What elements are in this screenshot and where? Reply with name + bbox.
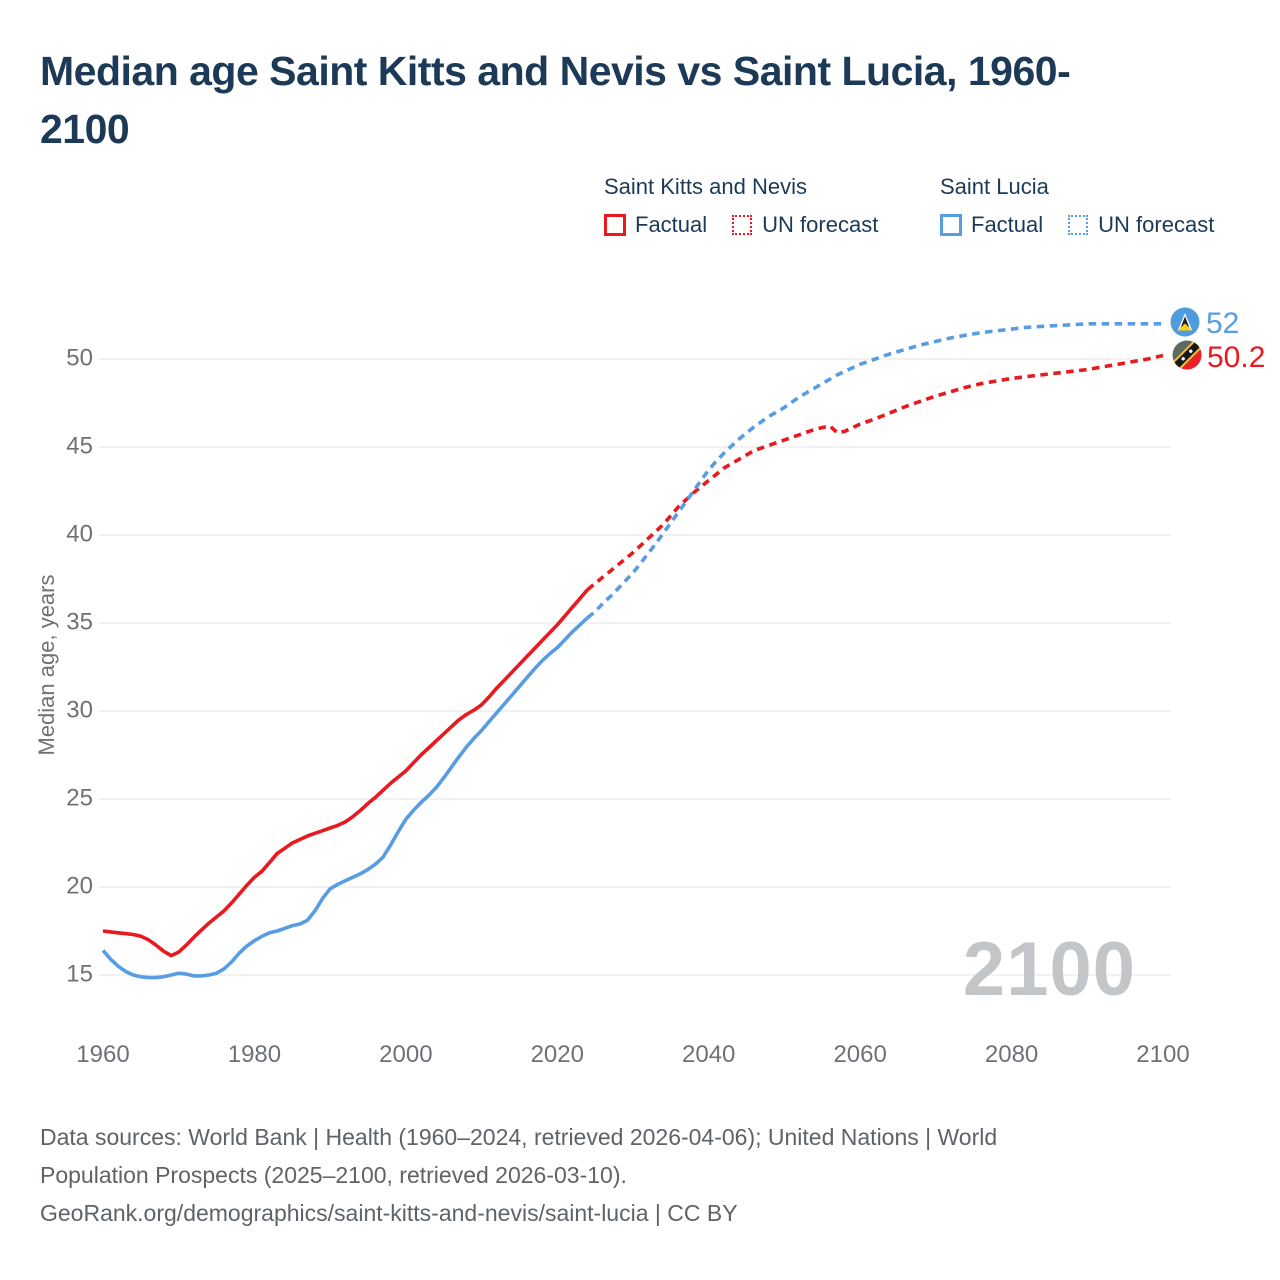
y-axis-title: Median age, years — [34, 574, 59, 756]
series-line-slu-factual — [101, 616, 589, 980]
legend-group-name: Saint Kitts and Nevis — [604, 174, 807, 199]
page-title-line1: Median age Saint Kitts and Nevis vs Sain… — [40, 48, 1071, 94]
y-tick-label-30: 30 — [66, 696, 93, 724]
series-line-slu-forecast — [586, 321, 1163, 620]
legend-items-row: Factual UN forecast — [604, 212, 878, 238]
data-sources-line2: Population Prospects (2025–2100, retriev… — [40, 1162, 627, 1188]
data-sources-line1: Data sources: World Bank | Health (1960–… — [40, 1124, 998, 1150]
x-tick-label-1960: 1960 — [76, 1041, 130, 1068]
saint-kitts-and-nevis-flag-icon — [1172, 340, 1202, 370]
legend-group-saint-kitts-and-nevis: Saint Kitts and Nevis Factual UN forecas… — [604, 174, 878, 238]
series-line-skn-forecast — [586, 353, 1164, 591]
y-tick-label-25: 25 — [66, 784, 93, 812]
x-tick-label-2020: 2020 — [530, 1041, 584, 1068]
y-tick-label-45: 45 — [66, 432, 93, 460]
dotted-line-swatch-icon — [732, 215, 753, 235]
legend-item-slu-factual[interactable]: Factual — [940, 212, 1043, 238]
legend-item-label: Factual — [635, 212, 708, 237]
x-tick-label-2080: 2080 — [984, 1041, 1039, 1068]
legend-item-slu-un-forecast[interactable]: UN forecast — [1067, 212, 1214, 238]
y-tick-label-15: 15 — [66, 960, 93, 988]
legend-item-skn-factual[interactable]: Factual — [604, 212, 707, 238]
y-tick-label-35: 35 — [66, 608, 93, 636]
page-title-line2: 2100 — [40, 106, 130, 152]
end-value-saint-kitts-and-nevis: 50.2 — [1207, 341, 1266, 374]
y-tick-label-40: 40 — [66, 520, 93, 548]
x-tick-label-2040: 2040 — [682, 1041, 736, 1068]
legend-items-row: Factual UN forecast — [940, 212, 1214, 238]
legend-item-label: UN forecast — [762, 212, 879, 237]
saint-lucia-flag-icon — [1170, 307, 1200, 337]
solid-line-swatch-icon — [940, 214, 962, 236]
solid-line-swatch-icon — [604, 214, 626, 236]
x-tick-label-2000: 2000 — [379, 1041, 433, 1068]
legend-item-skn-un-forecast[interactable]: UN forecast — [731, 212, 878, 238]
footer: Data sources: World Bank | Health (1960–… — [40, 1118, 1240, 1232]
x-tick-label-1980: 1980 — [227, 1041, 282, 1068]
x-tick-label-2060: 2060 — [833, 1041, 887, 1068]
legend-group-name: Saint Lucia — [940, 174, 1049, 199]
page-title: Median age Saint Kitts and Nevis vs Sain… — [40, 42, 1250, 158]
attribution-line: GeoRank.org/demographics/saint-kitts-and… — [40, 1200, 738, 1226]
legend-item-label: UN forecast — [1098, 212, 1215, 237]
end-value-saint-lucia: 52 — [1206, 307, 1240, 340]
y-tick-label-20: 20 — [66, 872, 93, 900]
legend-item-label: Factual — [971, 212, 1044, 237]
y-tick-label-50: 50 — [66, 344, 93, 372]
legend-group-saint-lucia: Saint Lucia Factual UN forecast — [940, 174, 1214, 238]
x-tick-label-2100: 2100 — [1136, 1041, 1190, 1068]
watermark-year: 2100 — [963, 927, 1136, 1012]
dotted-line-swatch-icon — [1068, 215, 1089, 235]
series-line-skn-factual — [102, 588, 589, 958]
